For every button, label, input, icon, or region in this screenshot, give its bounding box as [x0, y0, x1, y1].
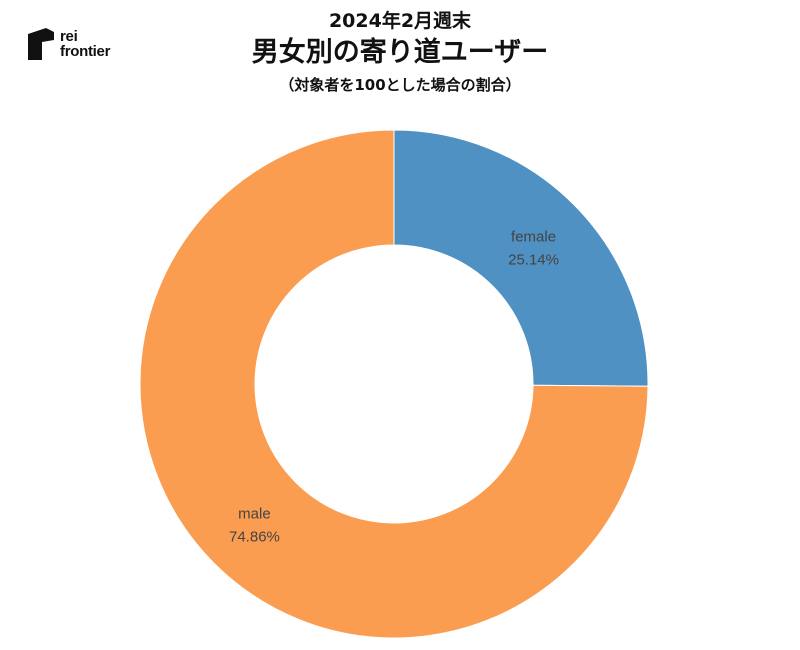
- slice-value-male: 74.86%: [229, 528, 280, 545]
- rei-frontier-logo-mark-icon: [28, 28, 54, 60]
- slice-name-female: female: [511, 229, 556, 246]
- brand-line-2: frontier: [60, 43, 111, 60]
- chart-header: 2024年2月週末 男女別の寄り道ユーザー （対象者を100とした場合の割合）: [0, 8, 800, 98]
- brand-logo: rei frontier: [28, 28, 110, 60]
- chart-title: 男女別の寄り道ユーザー: [251, 37, 549, 68]
- chart-note: （対象者を100とした場合の割合）: [279, 76, 521, 94]
- slice-name-male: male: [238, 505, 271, 522]
- slice-male: [139, 129, 649, 639]
- slice-value-female: 25.14%: [508, 252, 559, 269]
- slice-female: [393, 129, 649, 387]
- chart-period: 2024年2月週末: [328, 10, 472, 32]
- brand-wordmark: rei frontier: [60, 29, 110, 59]
- brand-line-1: rei: [60, 28, 78, 45]
